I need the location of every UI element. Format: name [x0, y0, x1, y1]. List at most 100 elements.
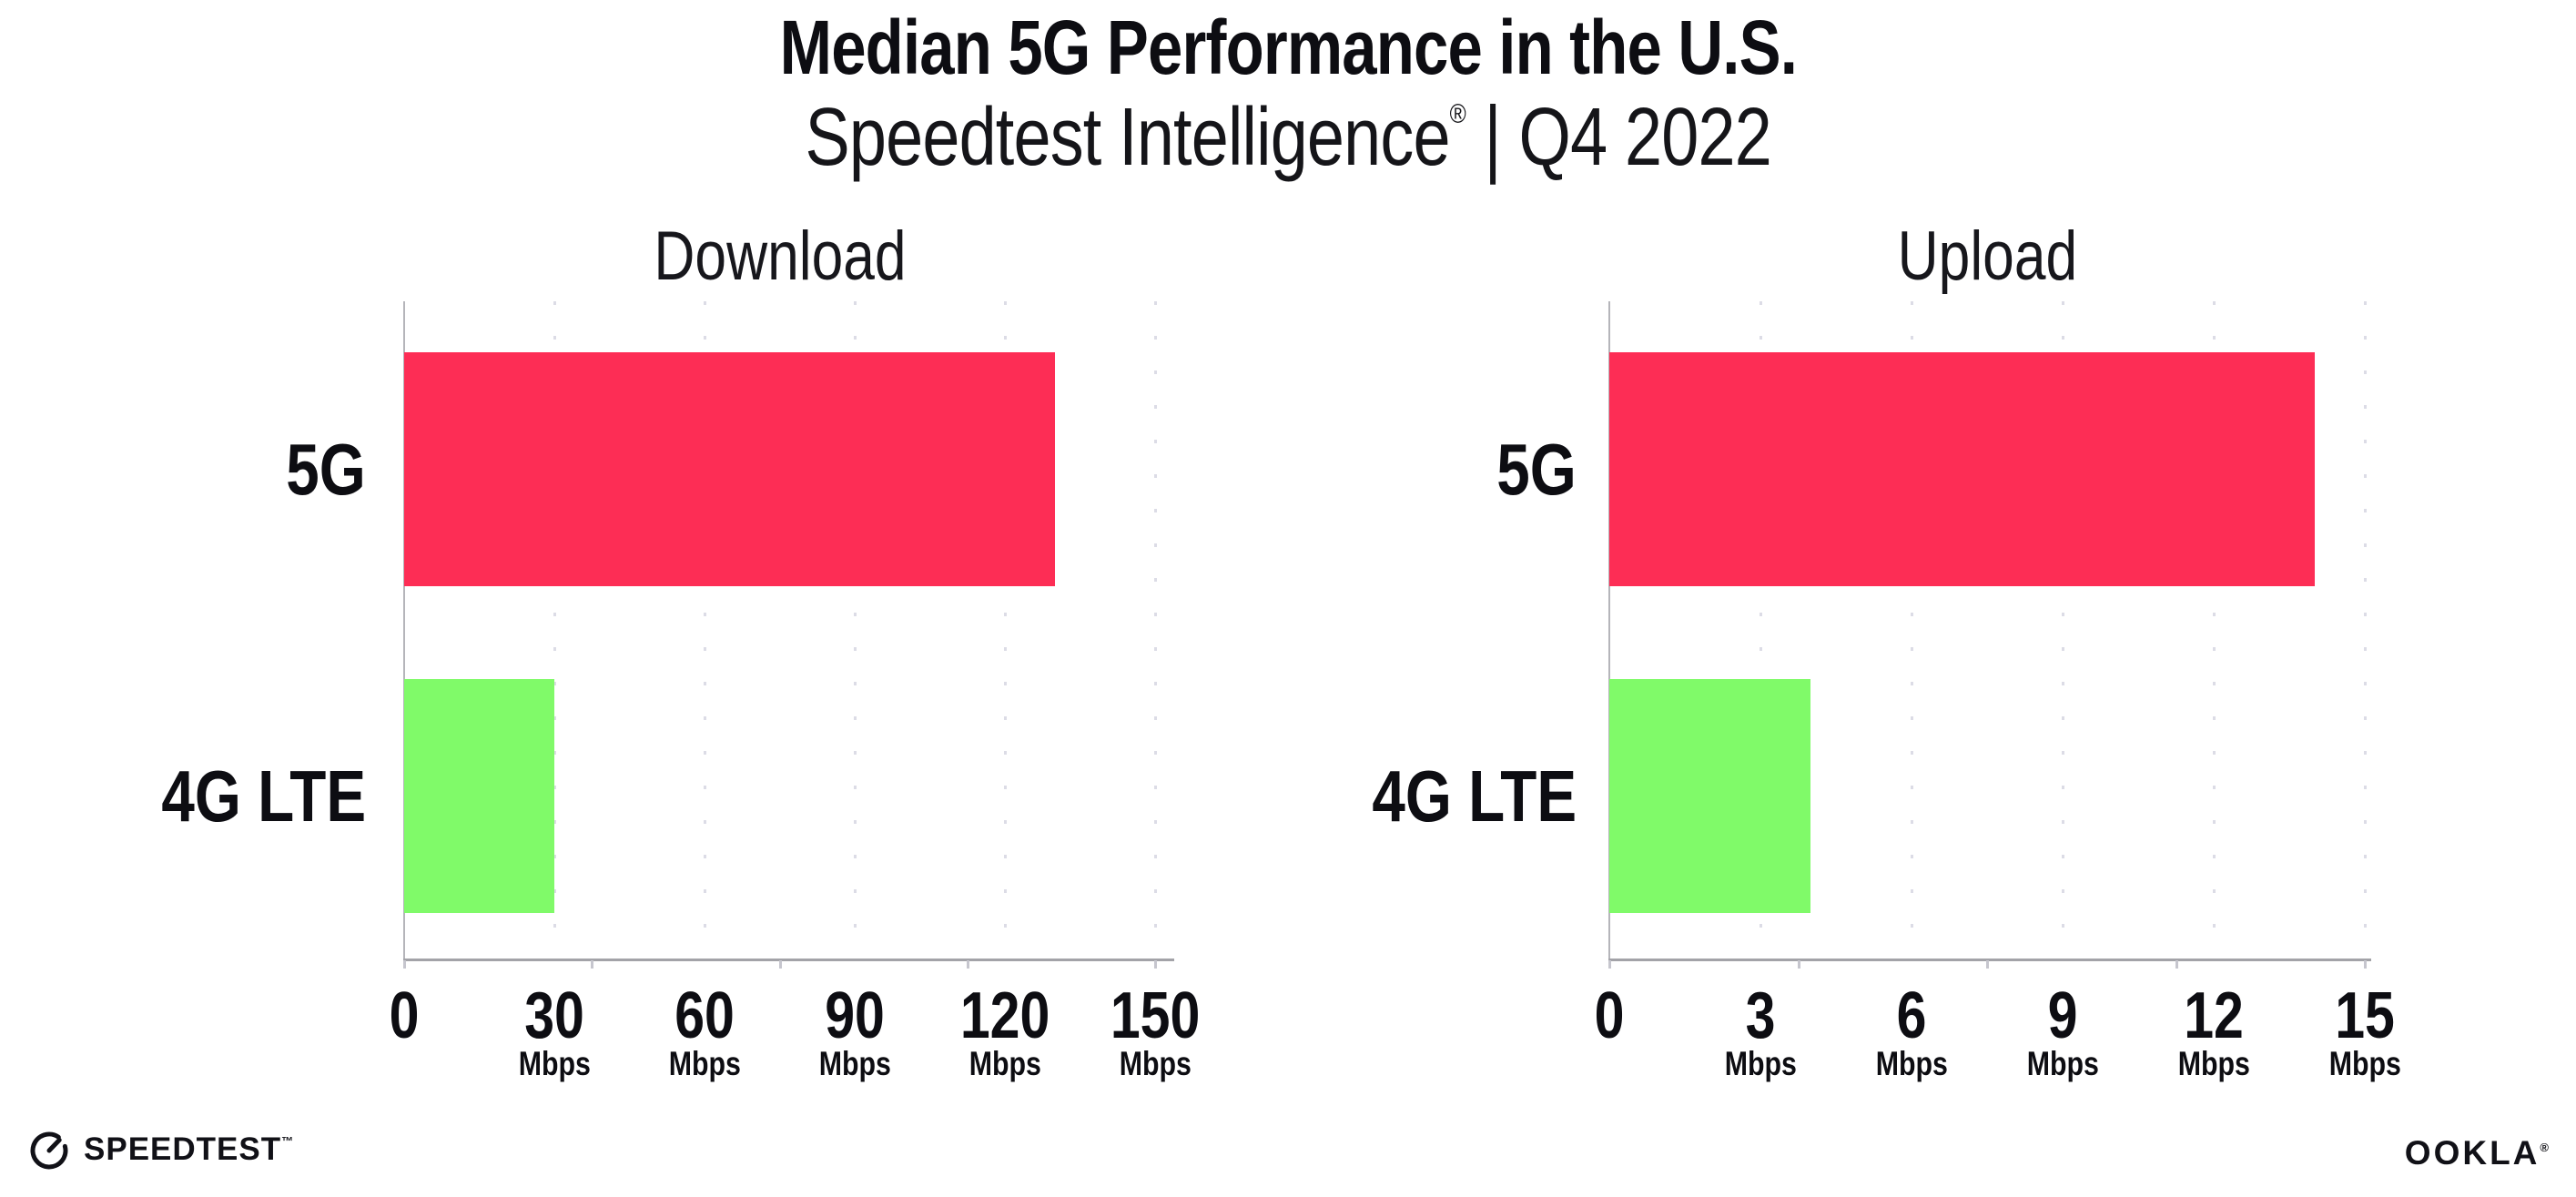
x-axis-tick: [1154, 960, 1157, 969]
ookla-registered-mark: ®: [2540, 1141, 2549, 1154]
x-tick-label-15: 15: [2265, 983, 2465, 1049]
x-tick-unit-120-text: Mbps: [969, 1045, 1041, 1082]
x-tick-label-120: 120: [905, 983, 1105, 1049]
x-tick-unit-15: Mbps: [2265, 1047, 2465, 1080]
subtitle-period: Q4 2022: [1518, 92, 1771, 183]
download-bar-4g-lte: [404, 679, 554, 913]
x-tick-label-0-text: 0: [389, 979, 420, 1052]
x-tick-label-30: 30: [454, 983, 654, 1049]
x-tick-unit-90-text: Mbps: [818, 1045, 891, 1082]
x-tick-label-60-text: 60: [674, 979, 735, 1052]
x-tick-label-0: 0: [1509, 983, 1709, 1049]
x-axis-tick: [1797, 960, 1800, 969]
page-subtitle-text: Speedtest Intelligence® | Q4 2022: [805, 89, 1771, 186]
x-tick-unit-90: Mbps: [755, 1047, 955, 1080]
speedtest-gauge-icon: [30, 1131, 68, 1170]
x-tick-unit-15-text: Mbps: [2328, 1045, 2401, 1082]
x-tick-unit-3-text: Mbps: [1724, 1045, 1797, 1082]
gridline-9: [2061, 301, 2064, 959]
page-title-text: Median 5G Performance in the U.S.: [779, 5, 1797, 90]
x-tick-label-150: 150: [1055, 983, 1255, 1049]
x-axis-tick: [1986, 960, 1989, 969]
download-category-label-4g-lte-text: 4G LTE: [161, 755, 366, 837]
upload-bar-4g-lte: [1609, 679, 1811, 913]
x-tick-label-90-text: 90: [825, 979, 885, 1052]
x-tick-unit-60-text: Mbps: [668, 1045, 741, 1082]
download-y-axis: [403, 301, 405, 959]
x-tick-unit-60: Mbps: [604, 1047, 805, 1080]
download-category-label-4g-lte: 4G LTE: [0, 679, 366, 913]
x-tick-label-9: 9: [1962, 983, 2163, 1049]
download-category-label-5g-text: 5G: [286, 428, 366, 510]
x-tick-unit-30-text: Mbps: [518, 1045, 591, 1082]
gridline-6: [1910, 301, 1913, 959]
x-tick-unit-12: Mbps: [2114, 1047, 2314, 1080]
x-axis-tick: [2175, 960, 2178, 969]
x-tick-label-9-text: 9: [2047, 979, 2078, 1052]
gridline-150: [1153, 301, 1157, 959]
download-category-label-5g: 5G: [0, 352, 366, 586]
x-tick-unit-9-text: Mbps: [2026, 1045, 2099, 1082]
gridline-12: [2212, 301, 2216, 959]
x-tick-unit-12-text: Mbps: [2177, 1045, 2250, 1082]
x-tick-label-12: 12: [2114, 983, 2314, 1049]
download-bar-5g: [404, 352, 1055, 586]
registered-mark: ®: [1449, 99, 1466, 129]
download-chart-title-text: Download: [653, 218, 907, 295]
x-tick-label-90: 90: [755, 983, 955, 1049]
x-tick-label-120-text: 120: [959, 979, 1050, 1052]
upload-category-label-4g-lte-text: 4G LTE: [1372, 755, 1577, 837]
x-axis-tick: [2364, 960, 2367, 969]
x-axis-tick: [966, 960, 969, 969]
x-tick-unit-6-text: Mbps: [1875, 1045, 1948, 1082]
upload-category-label-5g-text: 5G: [1496, 428, 1577, 510]
x-tick-label-0: 0: [304, 983, 504, 1049]
upload-category-label-5g: 5G: [1194, 352, 1577, 586]
x-tick-unit-30: Mbps: [454, 1047, 654, 1080]
page-subtitle: Speedtest Intelligence® | Q4 2022: [0, 89, 2576, 186]
x-axis-tick: [1608, 960, 1611, 969]
x-tick-unit-6: Mbps: [1811, 1047, 2012, 1080]
x-tick-label-60: 60: [604, 983, 805, 1049]
upload-bar-5g: [1609, 352, 2315, 586]
x-tick-label-3: 3: [1660, 983, 1861, 1049]
speedtest-label: SPEEDTEST: [84, 1131, 282, 1167]
x-axis-tick: [591, 960, 594, 969]
x-tick-label-3-text: 3: [1745, 979, 1776, 1052]
x-tick-label-15-text: 15: [2335, 979, 2395, 1052]
ookla-label: OOKLA: [2404, 1134, 2541, 1172]
x-axis-tick: [403, 960, 406, 969]
gridline-15: [2363, 301, 2367, 959]
x-tick-label-6: 6: [1811, 983, 2012, 1049]
gridline-30: [553, 301, 556, 959]
x-tick-label-0-text: 0: [1594, 979, 1625, 1052]
trademark-mark: ™: [281, 1133, 295, 1148]
x-tick-label-30-text: 30: [524, 979, 584, 1052]
gridline-3: [1759, 301, 1762, 959]
gridline-60: [703, 301, 706, 959]
upload-y-axis: [1608, 301, 1610, 959]
speedtest-wordmark: SPEEDTEST™: [84, 1133, 294, 1165]
page-title: Median 5G Performance in the U.S.: [0, 9, 2576, 86]
x-tick-unit-3: Mbps: [1660, 1047, 1861, 1080]
subtitle-brand: Speedtest Intelligence: [805, 92, 1450, 183]
upload-x-axis: [1608, 959, 2371, 961]
download-x-axis: [403, 959, 1174, 961]
x-tick-unit-150: Mbps: [1055, 1047, 1255, 1080]
x-tick-unit-150-text: Mbps: [1119, 1045, 1192, 1082]
upload-chart-title: Upload: [1609, 222, 2365, 291]
upload-chart-title-text: Upload: [1897, 218, 2077, 295]
x-tick-label-12-text: 12: [2184, 979, 2244, 1052]
gridline-90: [853, 301, 857, 959]
ookla-logo: OOKLA®: [2405, 1136, 2549, 1170]
gridline-120: [1003, 301, 1007, 959]
upload-category-label-4g-lte: 4G LTE: [1194, 679, 1577, 913]
x-tick-label-6-text: 6: [1896, 979, 1927, 1052]
x-axis-tick: [778, 960, 782, 969]
download-chart-title: Download: [404, 222, 1155, 291]
subtitle-separator: |: [1484, 89, 1501, 186]
x-tick-unit-9: Mbps: [1962, 1047, 2163, 1080]
speedtest-logo: SPEEDTEST™: [27, 1127, 294, 1171]
x-tick-label-150-text: 150: [1110, 979, 1201, 1052]
